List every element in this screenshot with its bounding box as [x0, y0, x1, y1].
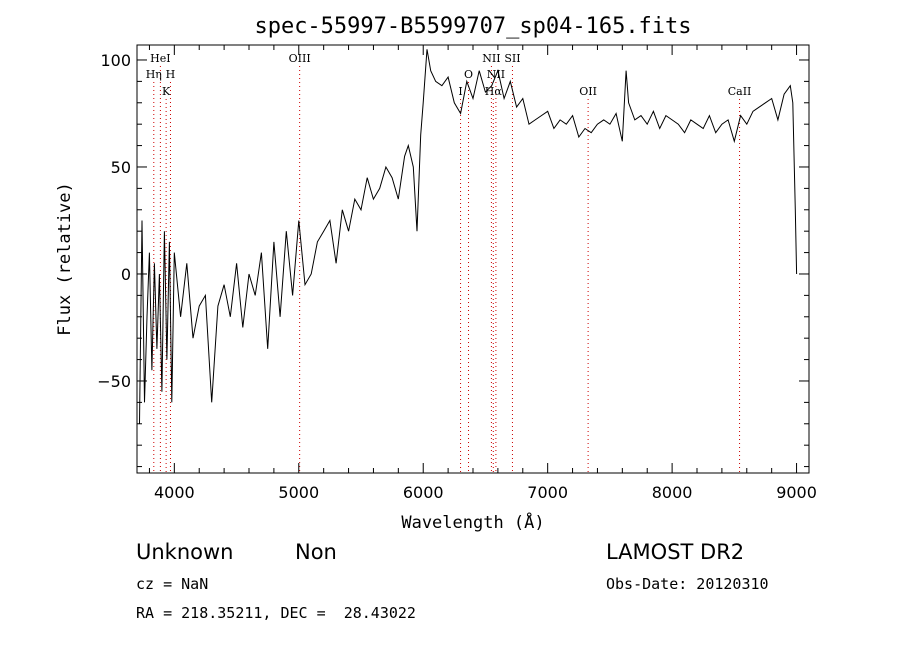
emission-line-label: OIII [289, 52, 311, 65]
x-axis-ticks: 4000 5000 6000 7000 8000 9000 [148, 45, 817, 502]
plot-frame [136, 44, 810, 474]
x-tick-label: 7000 [527, 483, 568, 502]
emission-line-label: O [464, 68, 473, 81]
coordinates-label: RA = 218.35211, DEC = 28.43022 [136, 604, 416, 622]
classification-label: Unknown [136, 540, 234, 564]
x-tick-label: 6000 [403, 483, 444, 502]
y-axis-ticks: −50 0 50 100 [97, 51, 809, 468]
chart-title: spec-55997-B5599707_sp04-165.fits [254, 14, 691, 39]
x-tick-label: 4000 [154, 483, 195, 502]
y-tick-label: −50 [97, 372, 131, 391]
emission-line-label: H [166, 68, 176, 81]
emission-line-label: NII [482, 52, 500, 65]
y-tick-label: 50 [111, 158, 131, 177]
survey-label: LAMOST DR2 [606, 540, 745, 564]
x-axis-label: Wavelength (Å) [401, 511, 544, 533]
subclass-label: Non [295, 540, 337, 564]
redshift-label: cz = NaN [136, 575, 209, 593]
emission-line-label: Hα [485, 85, 503, 98]
obs-date-label: Obs-Date: 20120310 [606, 575, 769, 593]
y-tick-label: 100 [100, 51, 131, 70]
x-tick-label: 9000 [776, 483, 817, 502]
emission-line-label: CaII [728, 85, 752, 98]
emission-line-label: SII [504, 52, 520, 65]
emission-line-label: HeI [150, 52, 170, 65]
emission-line-label: OII [579, 85, 597, 98]
spectrum-line [139, 49, 798, 424]
emission-line-label: Hη [146, 68, 162, 81]
y-axis-label: Flux (relative) [55, 182, 75, 336]
y-tick-label: 0 [121, 265, 131, 284]
x-tick-label: 8000 [652, 483, 693, 502]
emission-line-label: K [162, 85, 171, 98]
emission-line-label: I [458, 85, 462, 98]
x-tick-label: 5000 [278, 483, 319, 502]
